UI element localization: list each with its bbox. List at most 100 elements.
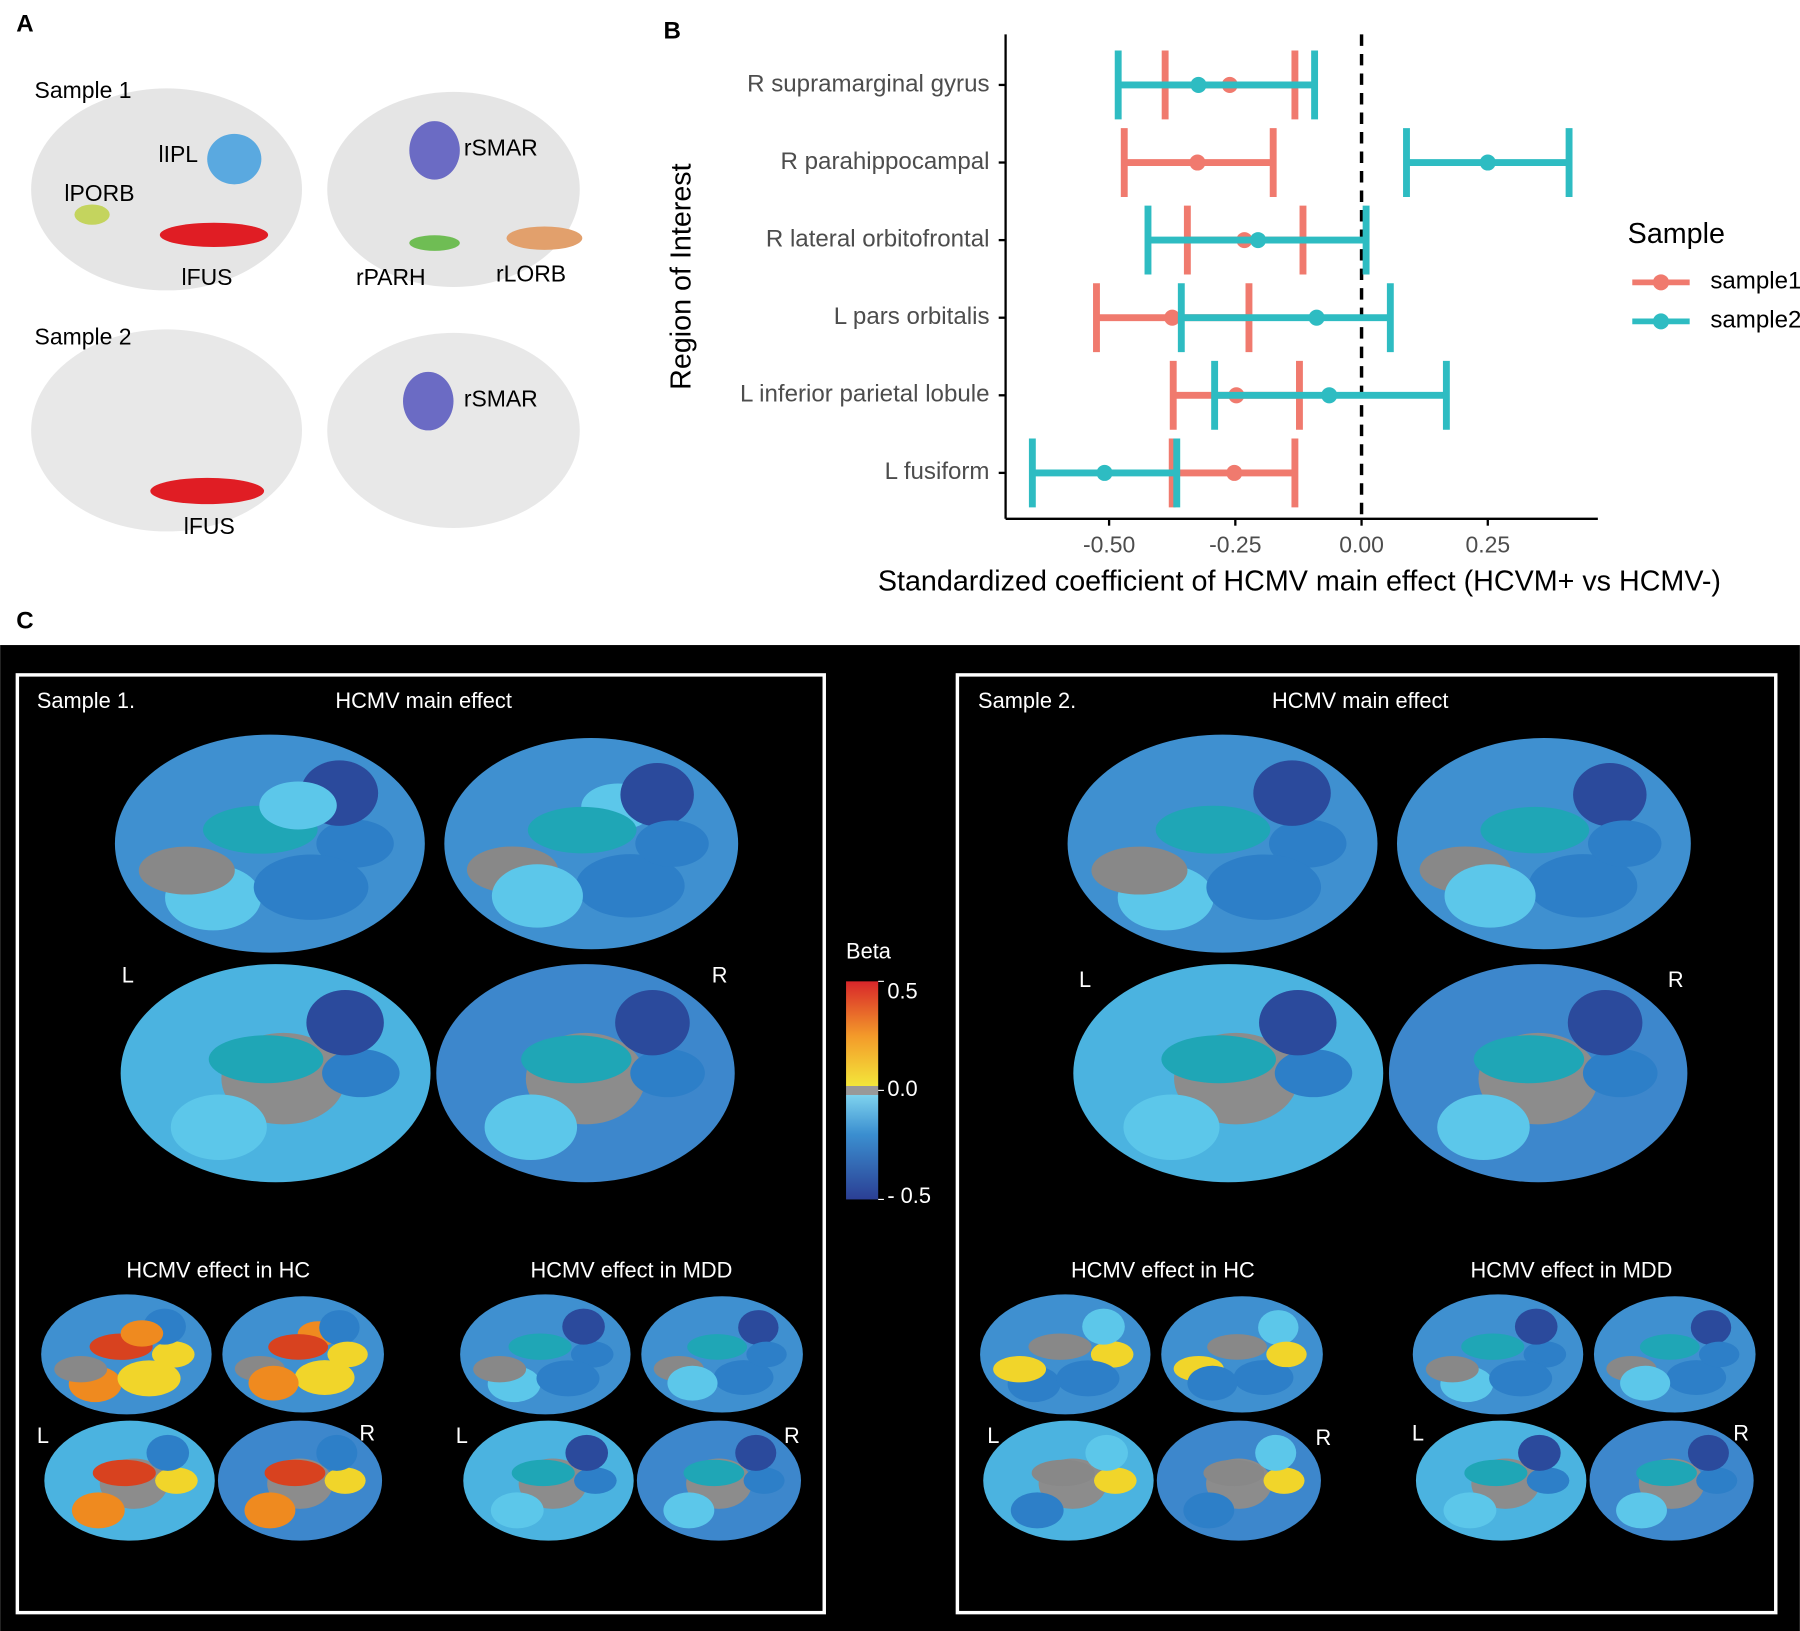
brain-region [1480,806,1590,854]
brain-region [663,1492,715,1529]
brain-region [683,1459,745,1487]
x-tick-label: 0.00 [1339,531,1384,557]
brain [327,332,580,528]
brain-region [1028,1333,1092,1360]
brain-region [253,854,369,920]
brain-region [159,222,269,247]
point [1250,232,1267,249]
brain-region [1425,1356,1479,1383]
colorbar-tick-label: 0.0 [887,1076,917,1101]
brain-region [259,781,337,830]
brain-region [1183,1492,1235,1529]
brain-region [409,235,460,251]
brain-region [1489,1360,1553,1397]
brain-region [574,1467,617,1494]
region-label: lPORB [64,180,134,206]
brain-region [570,1341,614,1368]
brain-region [1187,1365,1238,1401]
brain-region [1123,1094,1220,1160]
side-label: L [456,1423,468,1448]
point [1479,154,1496,171]
brain-region [71,1492,125,1529]
y-tick-label: L inferior parietal lobule [740,381,990,408]
brain-region [1203,1459,1265,1487]
brain-region [1698,1341,1740,1368]
side-label: R [1315,1425,1331,1450]
brain-region [1620,1365,1671,1401]
y-tick-label: R supramarginal gyrus [747,70,989,97]
brain-region [1090,1341,1134,1368]
brain-region [1666,1360,1727,1395]
region-label: rPARH [356,264,426,290]
brain-region [1567,989,1643,1056]
subtitle: HCMV main effect [335,688,511,713]
brain-region [743,1467,785,1494]
brain-region [565,1434,609,1471]
brain-region [248,1365,299,1401]
brain-region [1687,1434,1729,1471]
y-tick-label: L pars orbitalis [834,303,990,330]
point [1308,309,1325,326]
legend-title: Sample [1628,218,1725,250]
brain-region [491,864,583,928]
brain-region [993,1356,1047,1383]
brain-region [1573,763,1647,827]
region-label: lFUS [181,264,232,290]
brain-region [562,1308,605,1345]
brain-region [268,1334,329,1360]
brain-region [1094,1467,1137,1494]
brain-region [1587,820,1662,867]
brain-region [120,1320,164,1347]
brain-region [511,1459,575,1487]
side-label: R [1733,1420,1749,1445]
brain-region [146,1434,190,1471]
brain-region [1259,989,1337,1056]
region-label: lIPL [159,141,199,167]
brain-region [54,1356,108,1383]
brain-region [1514,1308,1558,1345]
legend-swatch [1652,274,1670,291]
sample-title: Sample 1 [35,77,132,103]
brain-region [1636,1459,1697,1487]
brain-region [484,1094,578,1160]
colorbar-tick-label: 0.5 [887,979,917,1004]
brain-region [170,1094,267,1160]
side-label: L [1412,1420,1424,1445]
colorbar [846,981,879,1200]
brain-region [1518,1434,1561,1471]
brain-region [264,1459,326,1487]
region-label: rSMAR [464,134,538,160]
brain-region [1444,864,1536,928]
brain-region [244,1492,296,1529]
brain [31,329,303,532]
side-label: L [122,963,134,988]
brain-region [1266,1341,1307,1368]
brain-region [1437,1094,1530,1160]
y-tick-label: R lateral orbitofrontal [766,225,990,252]
brain-region [1696,1467,1738,1494]
brain-region [117,1360,181,1397]
subtitle: HCMV effect in MDD [530,1258,732,1283]
side-label: R [712,963,728,988]
brain-region [306,989,384,1056]
brain-region [1010,1492,1064,1529]
region-label: rLORB [496,261,566,287]
brain-region [536,1360,600,1397]
brain-region [738,1310,779,1345]
brain-region [319,1310,360,1345]
point [1189,154,1206,171]
y-tick-label: L fusiform [885,458,990,485]
brain-region [1528,854,1638,918]
brain-region [74,204,110,225]
brain-region [1582,1049,1658,1098]
sample-title: Sample 2 [35,324,132,350]
brain-region [1233,1360,1294,1395]
brain-region [506,226,583,250]
brain-region [1461,1333,1525,1360]
x-tick-label: 0.25 [1465,531,1510,557]
brain-region [1056,1360,1120,1397]
brain-region [294,1360,355,1395]
brain-region [527,806,637,854]
brain-region [1253,760,1331,826]
